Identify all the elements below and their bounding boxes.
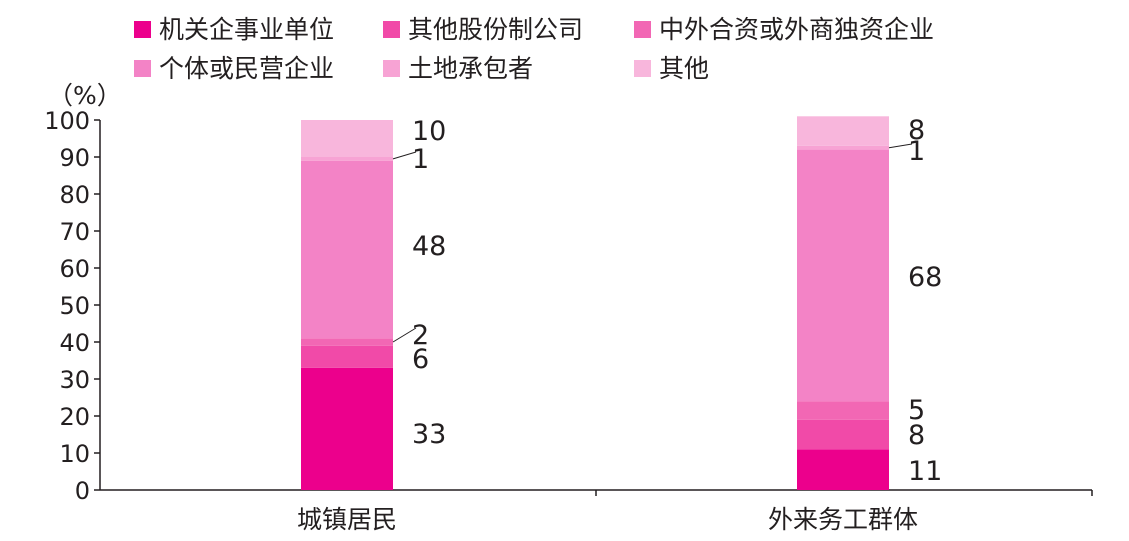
bar-segment — [301, 157, 393, 161]
y-tick-label: 80 — [59, 181, 90, 209]
bar-segment — [797, 145, 889, 150]
data-label: 2 — [412, 320, 429, 351]
y-tick-label: 10 — [59, 440, 90, 468]
bar-segment — [797, 401, 889, 420]
legend-item: 其他 — [634, 54, 709, 83]
legend-label: 中外合资或外商独资企业 — [659, 15, 934, 44]
legend-label: 其他股份制公司 — [408, 15, 583, 44]
legend-item: 机关企事业单位 — [134, 15, 334, 44]
y-tick-label: 30 — [59, 366, 90, 394]
y-tick-label: 40 — [59, 329, 90, 357]
legend-item: 土地承包者 — [383, 54, 533, 83]
y-tick-label: 50 — [59, 292, 90, 320]
y-tick-label: 60 — [59, 255, 90, 283]
data-label: 1 — [908, 136, 925, 167]
legend-swatch — [383, 21, 400, 38]
bar-segment — [797, 419, 889, 450]
data-label: 11 — [908, 456, 942, 487]
legend-swatch — [134, 21, 151, 38]
data-label-leader — [392, 327, 417, 343]
bar-segment — [797, 449, 889, 490]
data-label: 10 — [412, 116, 446, 147]
bar-segment — [301, 160, 393, 339]
y-axis-unit-label: （%） — [48, 81, 122, 110]
data-label: 8 — [908, 420, 925, 451]
bar-segment — [301, 345, 393, 368]
bar-segment — [301, 120, 393, 157]
y-tick-label: 0 — [75, 477, 90, 505]
data-label: 33 — [412, 419, 446, 450]
y-tick-label: 100 — [44, 107, 90, 135]
data-label-leader — [392, 151, 417, 160]
data-label: 5 — [908, 395, 925, 426]
bars — [301, 116, 889, 490]
data-label: 8 — [908, 115, 925, 146]
legend-swatch — [134, 60, 151, 77]
y-tick-label: 70 — [59, 218, 90, 246]
y-tick-label: 90 — [59, 144, 90, 172]
data-label: 48 — [412, 231, 446, 262]
y-tick-label: 20 — [59, 403, 90, 431]
data-label: 6 — [412, 344, 429, 375]
axes: 0 10 20 30 40 50 60 70 80 90 100 城镇居民 外来务工群体 — [44, 107, 1093, 534]
x-category-label: 城镇居民 — [297, 505, 397, 534]
x-category-label: 外来务工群体 — [768, 505, 918, 534]
legend-label: 个体或民营企业 — [159, 54, 334, 83]
legend-label: 其他 — [659, 54, 709, 83]
data-label: 68 — [908, 262, 942, 293]
bar-segment — [797, 149, 889, 402]
legend-label: 机关企事业单位 — [159, 15, 334, 44]
legend-label: 土地承包者 — [408, 54, 533, 83]
legend-swatch — [383, 60, 400, 77]
legend-swatch — [634, 60, 651, 77]
bar-segment — [301, 367, 393, 490]
legend-item: 其他股份制公司 — [383, 15, 583, 44]
legend-item: 中外合资或外商独资企业 — [634, 15, 934, 44]
legend-item: 个体或民营企业 — [134, 54, 334, 83]
data-label: 1 — [412, 144, 429, 175]
bar-segment — [301, 338, 393, 346]
legend-swatch — [634, 21, 651, 38]
bar-segment — [797, 116, 889, 146]
data-label-leader — [888, 143, 913, 149]
